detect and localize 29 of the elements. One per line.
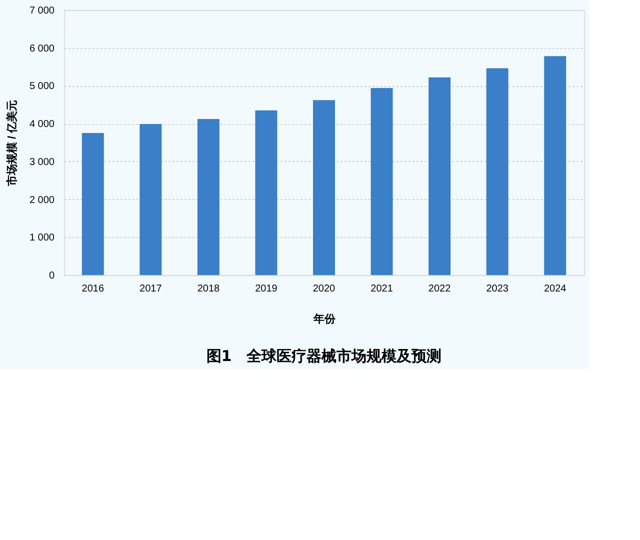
x-tick-label: 2018: [197, 284, 220, 294]
y-tick-label: 2 000: [29, 194, 55, 206]
y-tick-label: 6 000: [29, 43, 55, 54]
x-tick-label: 2024: [544, 284, 567, 294]
bar: [428, 77, 451, 275]
x-tick-label: 2019: [255, 284, 278, 294]
y-tick-label: 5 000: [29, 81, 55, 92]
y-tick-label: 7 000: [29, 6, 55, 16]
y-tick-label: 4 000: [29, 119, 55, 130]
x-tick-label: 2023: [486, 284, 509, 294]
x-axis-title: 年份: [312, 312, 336, 326]
y-tick-label: 3 000: [29, 156, 55, 168]
bar: [82, 133, 104, 275]
x-tick-label: 2022: [428, 284, 452, 294]
x-tick-label: 2017: [140, 284, 162, 294]
bar: [370, 88, 393, 275]
bar: [486, 68, 508, 275]
bar: [544, 56, 566, 275]
bar: [255, 110, 278, 275]
bar: [140, 124, 162, 275]
bar: [313, 100, 335, 275]
x-tick-label: 2021: [370, 284, 394, 294]
bar: [197, 119, 220, 275]
x-tick-label: 2016: [82, 284, 104, 294]
y-tick-label: 0: [48, 270, 55, 282]
x-tick-label: 2020: [312, 284, 336, 294]
y-axis-title: 市场规模 / 亿美元: [5, 100, 18, 188]
text: 图1 全球医疗器械市场规模及预测: [206, 347, 442, 365]
y-tick-label: 1 000: [29, 232, 55, 244]
